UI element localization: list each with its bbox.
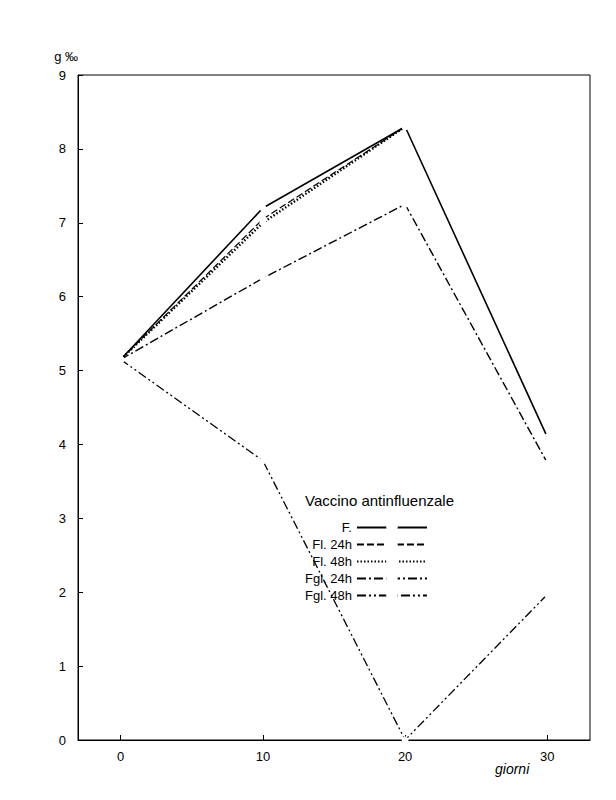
svg-text:Fl. 48h: Fl. 48h	[312, 554, 352, 569]
svg-text:3: 3	[59, 511, 66, 526]
svg-text:6: 6	[59, 289, 66, 304]
svg-text:4: 4	[59, 437, 66, 452]
svg-text:0: 0	[59, 733, 66, 748]
svg-text:9: 9	[59, 68, 66, 83]
svg-text:20: 20	[398, 749, 412, 764]
svg-text:10: 10	[256, 749, 270, 764]
svg-text:Vaccino antinfluenzale: Vaccino antinfluenzale	[305, 492, 454, 509]
svg-text:F.: F.	[342, 520, 352, 535]
svg-text:g ‰: g ‰	[54, 49, 78, 64]
svg-text:5: 5	[59, 363, 66, 378]
svg-text:1: 1	[59, 659, 66, 674]
svg-text:Fgl. 24h: Fgl. 24h	[305, 571, 352, 586]
svg-text:7: 7	[59, 215, 66, 230]
svg-text:0: 0	[117, 749, 124, 764]
svg-text:Fgl. 48h: Fgl. 48h	[305, 588, 352, 603]
svg-text:2: 2	[59, 585, 66, 600]
svg-text:Fl. 24h: Fl. 24h	[312, 537, 352, 552]
svg-text:30: 30	[540, 749, 554, 764]
svg-text:8: 8	[59, 141, 66, 156]
svg-text:giorni: giorni	[495, 761, 530, 777]
